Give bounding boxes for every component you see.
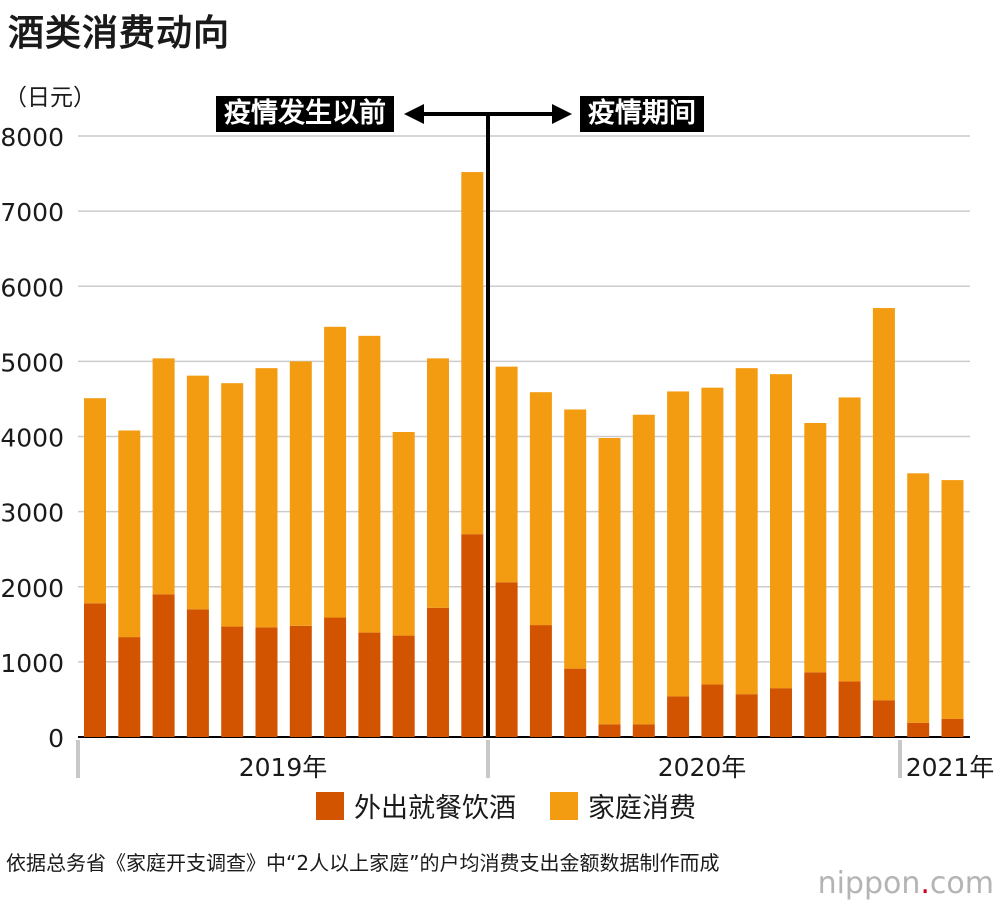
bar-home	[392, 431, 415, 636]
bar-dining-out	[632, 724, 655, 737]
bar-home	[907, 473, 930, 723]
bar-dining-out	[838, 681, 861, 737]
bar-dining-out	[289, 625, 312, 737]
bar-dining-out	[701, 684, 724, 737]
logo-dot: .	[920, 866, 930, 901]
chart-title: 酒类消费动向	[8, 13, 231, 54]
y-tick-label: 2000	[0, 574, 64, 603]
y-tick-label: 5000	[0, 348, 64, 377]
bar-home	[701, 387, 724, 685]
bar-home	[804, 422, 827, 673]
bar-dining-out	[152, 594, 175, 737]
bar-home	[118, 430, 141, 638]
bar-dining-out	[529, 625, 552, 737]
legend-item-home: 家庭消费	[550, 786, 696, 825]
y-tick-label: 4000	[0, 424, 64, 453]
bar-dining-out	[84, 603, 106, 737]
bar-dining-out	[358, 632, 381, 737]
nippon-logo: nippon.com	[818, 866, 994, 901]
label-before-pandemic: 疫情发生以前	[216, 96, 394, 132]
bar-home	[495, 366, 518, 583]
bar-home	[186, 375, 209, 610]
bar-home	[770, 374, 792, 689]
bar-home	[632, 414, 655, 725]
bar-dining-out	[392, 635, 415, 737]
bar-home	[598, 438, 621, 725]
bar-home	[941, 480, 964, 719]
logo-tld: com	[929, 866, 994, 901]
y-tick-label: 0	[48, 724, 64, 753]
bar-home	[564, 409, 587, 669]
legend-swatch-dining-out	[316, 791, 344, 820]
logo-name: nippon	[817, 866, 921, 901]
bar-dining-out	[221, 626, 244, 737]
bar-home	[152, 358, 175, 595]
y-tick-label: 3000	[0, 499, 64, 528]
source-note: 依据总务省《家庭开支调查》中“2人以上家庭”的户均消费支出金额数据制作而成	[6, 851, 720, 875]
bar-dining-out	[667, 696, 690, 737]
bar-dining-out	[186, 609, 209, 737]
legend-label-home: 家庭消费	[588, 793, 696, 824]
bar-dining-out	[461, 534, 484, 737]
legend-item-dining-out: 外出就餐饮酒	[316, 786, 516, 825]
bar-home	[358, 335, 381, 633]
bar-home	[529, 392, 552, 626]
bar-home	[324, 326, 347, 618]
y-tick-label: 1000	[0, 649, 64, 678]
y-tick-label: 7000	[0, 198, 64, 227]
bar-home	[735, 368, 758, 695]
x-year-label: 2021年	[906, 753, 995, 782]
bar-dining-out	[941, 718, 964, 737]
bar-dining-out	[598, 724, 621, 737]
bar-dining-out	[872, 700, 895, 737]
bar-dining-out	[804, 672, 827, 737]
bar-dining-out	[907, 722, 930, 737]
arrow-right-head	[552, 104, 572, 124]
y-tick-label: 6000	[0, 273, 64, 302]
bar-dining-out	[255, 627, 278, 737]
legend-label-dining-out: 外出就餐饮酒	[354, 793, 516, 824]
bar-home	[461, 172, 484, 535]
arrow-left-head	[404, 104, 424, 124]
label-during-pandemic: 疫情期间	[580, 96, 704, 132]
bar-home	[221, 383, 244, 627]
bar-dining-out	[324, 617, 347, 737]
legend: 外出就餐饮酒 家庭消费	[316, 786, 730, 825]
bar-dining-out	[427, 607, 449, 737]
bar-dining-out	[735, 694, 758, 737]
x-year-label: 2020年	[658, 753, 747, 782]
bar-home	[255, 368, 278, 628]
bar-dining-out	[118, 637, 141, 737]
bar-home	[289, 361, 312, 626]
legend-swatch-home	[550, 791, 578, 820]
bar-home	[84, 398, 106, 604]
bar-home	[838, 397, 861, 682]
bar-home	[667, 391, 690, 697]
bar-home	[427, 358, 449, 608]
bar-dining-out	[564, 668, 587, 737]
y-axis-unit: （日元）	[4, 85, 96, 111]
x-year-label: 2019年	[239, 753, 328, 782]
bar-dining-out	[770, 688, 792, 737]
bar-dining-out	[495, 582, 518, 737]
y-tick-label: 8000	[0, 123, 64, 152]
bar-home	[872, 308, 895, 701]
